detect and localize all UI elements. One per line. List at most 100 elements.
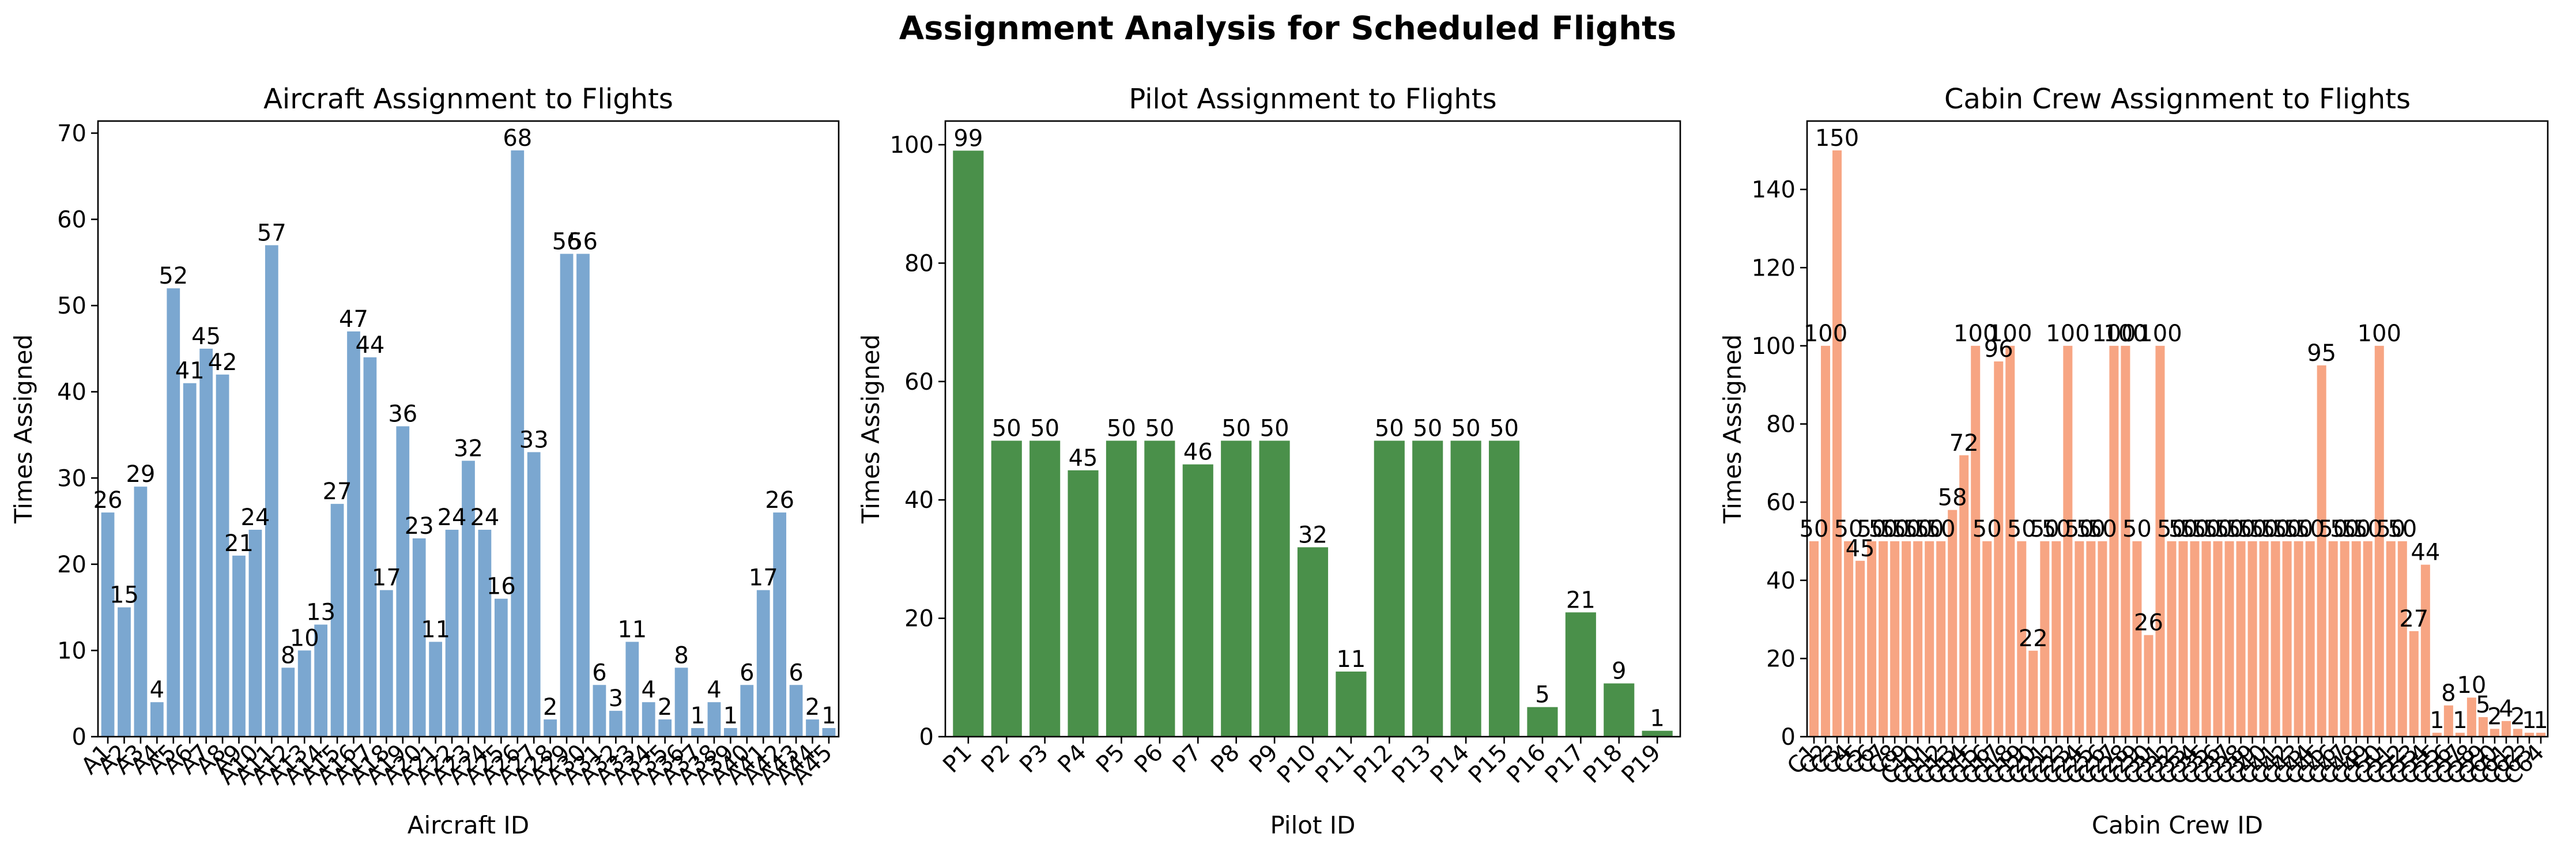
cabin-crew-data-label: 8 — [2441, 680, 2456, 707]
pilot-bar — [1182, 464, 1213, 737]
cabin-crew-bars — [1809, 150, 2545, 737]
cabin-crew-bar — [1959, 455, 1969, 737]
aircraft-bar — [674, 668, 688, 737]
cabin-crew-data-label: 50 — [2203, 516, 2232, 542]
cabin-crew-data-label: 50 — [2376, 516, 2405, 542]
aircraft-data-label: 11 — [421, 616, 450, 643]
pilot-bar — [1259, 440, 1290, 737]
cabin-crew-plot-frame — [1806, 120, 2549, 738]
aircraft-y-tick-label: 70 — [57, 120, 86, 147]
cabin-crew-data-label: 50 — [1892, 516, 1921, 542]
cabin-crew-data-label: 45 — [1846, 536, 1875, 562]
pilot-x-axis-label: Pilot ID — [1270, 811, 1356, 839]
cabin-crew-data-label: 50 — [1834, 516, 1864, 542]
cabin-crew-bar — [2005, 345, 2015, 737]
cabin-crew-bar — [2144, 635, 2153, 737]
cabin-crew-bar — [2524, 733, 2534, 737]
cabin-crew-data-label: 10 — [2457, 672, 2486, 699]
cabin-crew-data-label: 50 — [2284, 516, 2313, 542]
pilot-data-label: 50 — [992, 416, 1021, 442]
pilot-x-tick-label: P13 — [1387, 740, 1436, 789]
cabin-crew-data-label: 2 — [2487, 703, 2502, 730]
cabin-crew-data-label: 1 — [2533, 707, 2548, 734]
cabin-crew-data-label: 50 — [2030, 516, 2060, 542]
pilot-y-axis-label: Times Assigned — [857, 334, 885, 524]
cabin-crew-bar — [1821, 345, 1831, 737]
pilot-x-tick-label: P6 — [1129, 740, 1168, 779]
cabin-crew-bar — [2374, 345, 2384, 737]
aircraft-bar — [609, 711, 623, 737]
pilot-data-label: 45 — [1069, 445, 1098, 472]
cabin-crew-bar — [2455, 733, 2465, 737]
cabin-crew-bar — [1913, 541, 1923, 737]
pilot-data-label: 50 — [1221, 416, 1251, 442]
cabin-crew-data-label: 50 — [1800, 516, 1829, 542]
aircraft-bar — [576, 254, 590, 737]
pilot-x-tick-label: P7 — [1168, 740, 1207, 779]
cabin-crew-bar — [2040, 541, 2050, 737]
pilot-data-label: 50 — [1030, 416, 1059, 442]
aircraft-data-label: 15 — [110, 582, 139, 609]
cabin-crew-data-label: 50 — [2341, 516, 2371, 542]
cabin-crew-bar — [2409, 631, 2419, 737]
pilot-bar — [1450, 440, 1481, 737]
pilot-data-label: 50 — [1107, 416, 1136, 442]
cabin-crew-bar — [2328, 541, 2338, 737]
aircraft-y-axis-label: Times Assigned — [9, 334, 37, 524]
aircraft-bar — [560, 254, 574, 737]
aircraft-data-label: 44 — [355, 332, 384, 359]
aircraft-data-label: 45 — [191, 323, 221, 350]
aircraft-bar — [478, 530, 492, 737]
cabin-crew-bar — [2340, 541, 2349, 737]
aircraft-data-label: 52 — [159, 263, 188, 289]
cabin-crew-data-label: 50 — [2388, 516, 2417, 542]
cabin-crew-data-label: 50 — [2168, 516, 2198, 542]
pilot-bar — [1297, 547, 1329, 737]
cabin-crew-bar — [2086, 541, 2096, 737]
pilot-x-tick-label: P5 — [1091, 740, 1130, 779]
cabin-crew-bar — [1948, 510, 1958, 737]
cabin-crew-y-tick-label: 120 — [1752, 255, 1796, 281]
cabin-crew-y-axis-label: Times Assigned — [1718, 334, 1747, 524]
aircraft-bar — [199, 348, 213, 737]
pilot-x-tick-label: P18 — [1578, 740, 1628, 789]
aircraft-bar — [265, 245, 278, 737]
aircraft-data-label: 57 — [257, 220, 286, 246]
cabin-crew-y-tick-label: 20 — [1766, 646, 1796, 672]
cabin-crew-data-label: 58 — [1938, 485, 1967, 511]
cabin-crew-y-tick-label: 100 — [1752, 333, 1796, 360]
cabin-crew-bar — [2490, 729, 2499, 737]
pilot-data-label: 50 — [1413, 416, 1442, 442]
cabin-crew-bar — [2351, 541, 2361, 737]
aircraft-data-labels: 2615294524145422124578101327474417362311… — [93, 125, 836, 729]
pilot-chart-title: Pilot Assignment to Flights — [1129, 83, 1496, 115]
aircraft-data-label: 6 — [789, 659, 803, 686]
cabin-crew-bar — [1832, 150, 1842, 737]
aircraft-data-label: 56 — [552, 228, 582, 255]
cabin-crew-bar — [2317, 365, 2326, 737]
aircraft-bar — [625, 642, 639, 737]
aircraft-y-tick-label: 10 — [57, 638, 86, 664]
cabin-crew-data-label: 50 — [2226, 516, 2256, 542]
aircraft-bar — [167, 288, 180, 737]
aircraft-chart-title: Aircraft Assignment to Flights — [263, 83, 673, 115]
cabin-crew-data-label: 50 — [2065, 516, 2094, 542]
aircraft-bar — [527, 452, 541, 737]
cabin-crew-bar — [2270, 541, 2280, 737]
pilot-bar — [1068, 470, 1099, 737]
aircraft-data-label: 42 — [208, 349, 237, 376]
cabin-crew-data-label: 96 — [1984, 336, 2013, 363]
aircraft-data-label: 4 — [641, 677, 655, 703]
aircraft-data-label: 1 — [723, 703, 738, 729]
cabin-crew-bar — [2132, 541, 2142, 737]
cabin-crew-bar — [1936, 541, 1946, 737]
aircraft-bar — [232, 555, 246, 737]
aircraft-bar — [593, 685, 606, 737]
cabin-crew-bar — [2213, 541, 2223, 737]
pilot-x-tick-label: P17 — [1540, 740, 1590, 789]
cabin-crew-bar — [2397, 541, 2407, 737]
aircraft-data-label: 10 — [290, 625, 319, 651]
cabin-crew-data-label: 50 — [2353, 516, 2382, 542]
pilot-bar — [953, 150, 984, 737]
